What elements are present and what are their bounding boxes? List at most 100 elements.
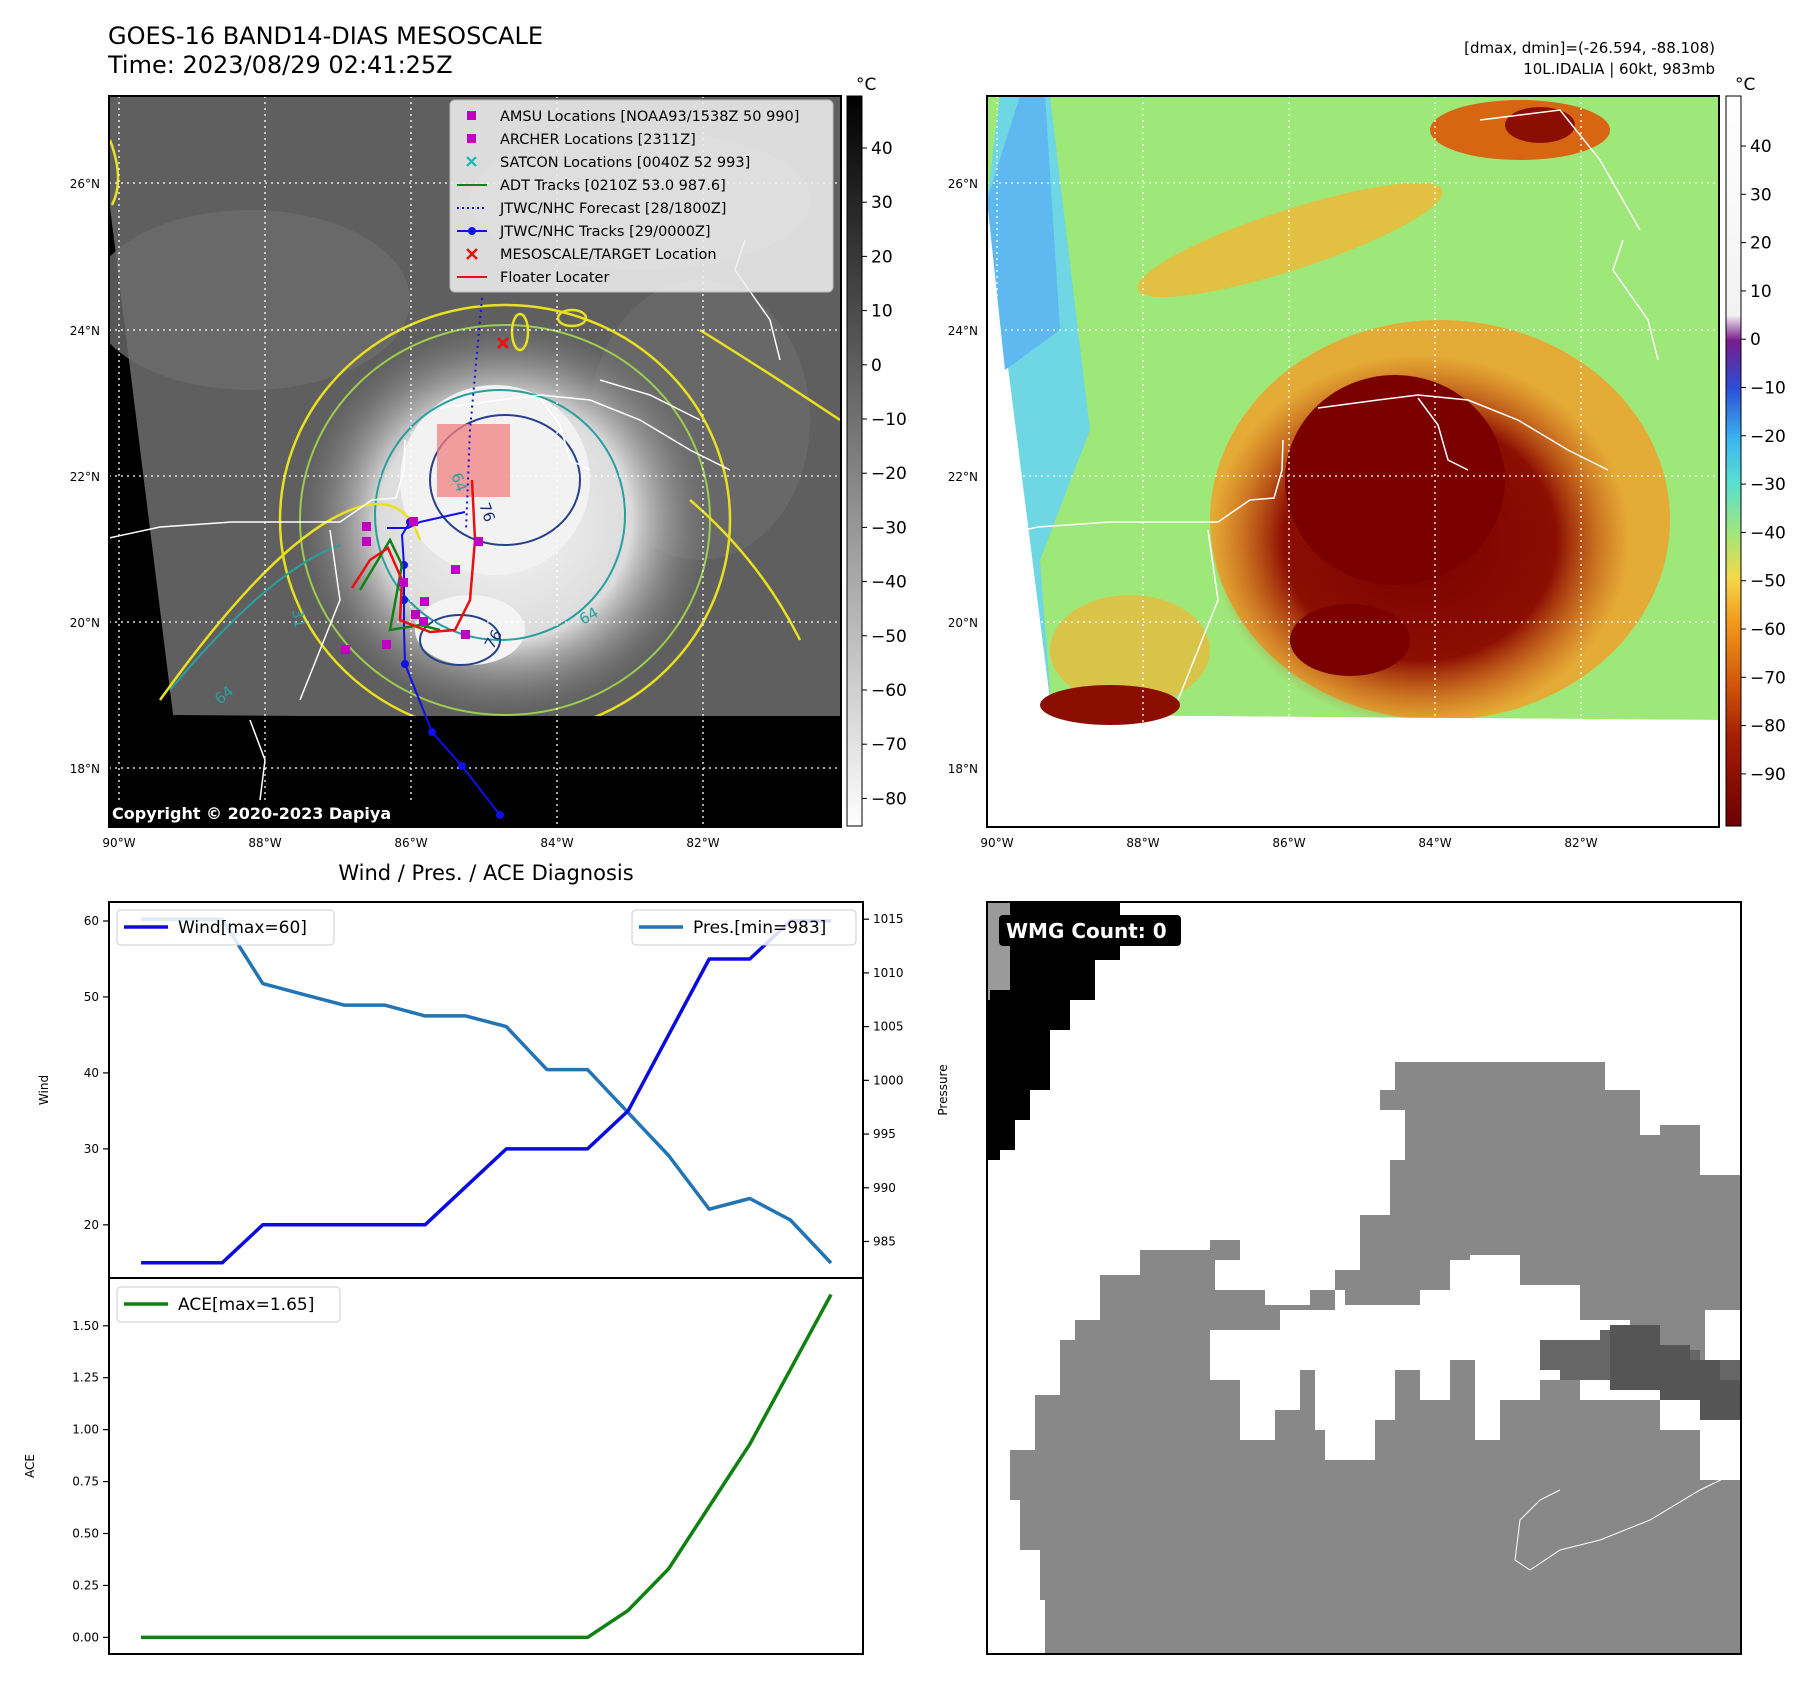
panel2-lat-labels: 26°N 24°N 22°N 20°N 18°N <box>948 177 978 776</box>
contour-label: 31 <box>288 608 309 630</box>
colorbar-tick-label: 40 <box>871 139 893 159</box>
legend-archer: ARCHER Locations [2311Z] <box>500 132 696 148</box>
colorbar-tick-label: 0 <box>1750 330 1761 350</box>
lon-label: 90°W <box>980 836 1013 850</box>
lon-label: 82°W <box>1564 836 1597 850</box>
colorbar-tick-label: −60 <box>1750 620 1786 640</box>
colorbar-tick-label: −10 <box>871 410 907 430</box>
pressure-tick-label: 990 <box>873 1181 896 1195</box>
legend-jtwc-tracks: JTWC/NHC Tracks [29/0000Z] <box>499 224 711 240</box>
contour-label: 64 <box>447 470 470 494</box>
colorbar-unit: °C <box>856 75 876 95</box>
panel1-legend: AMSU Locations [NOAA93/1538Z 50 990] ARC… <box>449 99 834 293</box>
lat-label: 18°N <box>948 762 978 776</box>
wind-tick-label: 30 <box>84 1142 99 1156</box>
copyright-badge <box>109 801 419 825</box>
ace-tick-label: 1.25 <box>72 1371 99 1385</box>
colorbar-tick-label: 10 <box>871 302 893 322</box>
amsu-markers <box>341 517 483 654</box>
pressure-tick-label: 1015 <box>873 912 904 926</box>
wind-y-ticks: 20 30 40 50 60 <box>84 914 109 1232</box>
wind-axis-label: Wind <box>37 1075 51 1105</box>
colorbar-tick-label: −30 <box>871 518 907 538</box>
ace-tick-label: 1.00 <box>72 1423 99 1437</box>
ace-axis-label: ACE <box>23 1454 37 1478</box>
colorbar-tick-label: 20 <box>1750 234 1772 254</box>
colorbar-tick-label: −50 <box>871 627 907 647</box>
panel1-title-line1: GOES-16 BAND14-DIAS MESOSCALE <box>108 22 543 50</box>
square-marker-icon <box>467 134 476 143</box>
colorbar-tick-label: −20 <box>1750 427 1786 447</box>
diagnosis-title: Wind / Pres. / ACE Diagnosis <box>338 861 633 885</box>
panel2-colorbar: °C 40 30 20 10 0 −10 −20 −30 −40 −50 −60 −70 −80 −90 <box>1725 75 1786 827</box>
panel-ir-grayscale: GOES-16 BAND14-DIAS MESOSCALE Time: 2023… <box>70 22 907 850</box>
lat-label: 24°N <box>948 324 978 338</box>
wind-legend: Wind[max=60] <box>116 909 335 946</box>
pressure-tick-label: 985 <box>873 1234 896 1248</box>
colorbar-tick-label: −70 <box>1750 668 1786 688</box>
lon-label: 86°W <box>1272 836 1305 850</box>
pressure-tick-label: 1005 <box>873 1020 904 1034</box>
wind-tick-label: 40 <box>84 1066 99 1080</box>
floater-box <box>437 424 510 497</box>
panel-wmg: WMG Count: 0 <box>986 901 1745 1655</box>
ace-tick-label: 0.00 <box>72 1630 99 1644</box>
lon-label: 88°W <box>1126 836 1159 850</box>
colorbar-tick-label: −70 <box>871 735 907 755</box>
floater-track <box>350 479 477 634</box>
ace-legend: ACE[max=1.65] <box>116 1286 341 1323</box>
panel1-frame <box>108 95 842 828</box>
ace-axes <box>108 1277 864 1655</box>
panel-ir-enhanced: [dmax, dmin]=(-26.594, -88.108) 10L.IDAL… <box>948 39 1786 850</box>
colorbar-tick-label: −20 <box>871 464 907 484</box>
lon-label: 86°W <box>394 836 427 850</box>
colorbar-tick-label: 30 <box>1750 185 1772 205</box>
pres-legend-label: Pres.[min=983] <box>693 918 826 938</box>
colorbar-tick-label: −40 <box>1750 523 1786 543</box>
colorbar-tick-label: −60 <box>871 681 907 701</box>
enhanced-image <box>987 96 1719 827</box>
wind-tick-label: 60 <box>84 914 99 928</box>
wind-tick-label: 50 <box>84 990 99 1004</box>
colorbar-tick-label: 40 <box>1750 137 1772 157</box>
pressure-tick-label: 995 <box>873 1127 896 1141</box>
lat-label: 24°N <box>70 324 100 338</box>
legend-satcon: SATCON Locations [0040Z 52 993] <box>500 155 750 171</box>
legend-adt: ADT Tracks [0210Z 53.0 987.6] <box>500 178 726 194</box>
wmg-badge <box>999 915 1181 946</box>
panel2-info-line2: 10L.IDALIA | 60kt, 983mb <box>1523 60 1715 78</box>
ace-tick-label: 0.50 <box>72 1527 99 1541</box>
x-marker-icon <box>466 248 478 260</box>
colorbar-tick-label: −90 <box>1750 765 1786 785</box>
lat-label: 20°N <box>70 616 100 630</box>
panel1-lon-labels: 90°W 88°W 86°W 84°W 82°W <box>102 836 719 850</box>
lon-label: 90°W <box>102 836 135 850</box>
wmg-badge-text: WMG Count: 0 <box>1006 919 1167 943</box>
forecast-track <box>465 297 483 531</box>
copyright-text: Copyright © 2020-2023 Dapiya <box>112 804 391 823</box>
pressure-tick-label: 1000 <box>873 1073 904 1087</box>
colorbar-tick-label: −10 <box>1750 379 1786 399</box>
lat-label: 22°N <box>948 470 978 484</box>
pressure-y-ticks: 985 990 995 1000 1005 1010 1015 <box>863 912 904 1248</box>
legend-floater: Floater Locater <box>500 270 609 286</box>
ace-legend-label: ACE[max=1.65] <box>178 1295 314 1315</box>
colorbar-tick-label: 0 <box>871 356 882 376</box>
colorbar-tick-label: −80 <box>1750 717 1786 737</box>
pressure-axis-label: Pressure <box>936 1064 950 1115</box>
colorbar-tick-label: −30 <box>1750 475 1786 495</box>
lon-label: 84°W <box>1418 836 1451 850</box>
lon-label: 84°W <box>540 836 573 850</box>
ace-tick-label: 1.50 <box>72 1319 99 1333</box>
colorbar-tick-label: −80 <box>871 789 907 809</box>
legend-mesoscale: MESOSCALE/TARGET Location <box>500 247 717 263</box>
wind-series-line <box>141 919 831 1265</box>
ace-y-ticks: 0.00 0.25 0.50 0.75 1.00 1.25 1.50 <box>72 1319 109 1644</box>
contour-label: 76 <box>475 500 498 524</box>
pressure-tick-label: 1010 <box>873 966 904 980</box>
panel-diagnosis: Wind / Pres. / ACE Diagnosis Wind Pressu… <box>23 861 950 1655</box>
lat-label: 22°N <box>70 470 100 484</box>
wind-pres-axes <box>108 901 864 1279</box>
panel4-frame <box>986 901 1742 1655</box>
x-marker-icon <box>466 156 477 167</box>
